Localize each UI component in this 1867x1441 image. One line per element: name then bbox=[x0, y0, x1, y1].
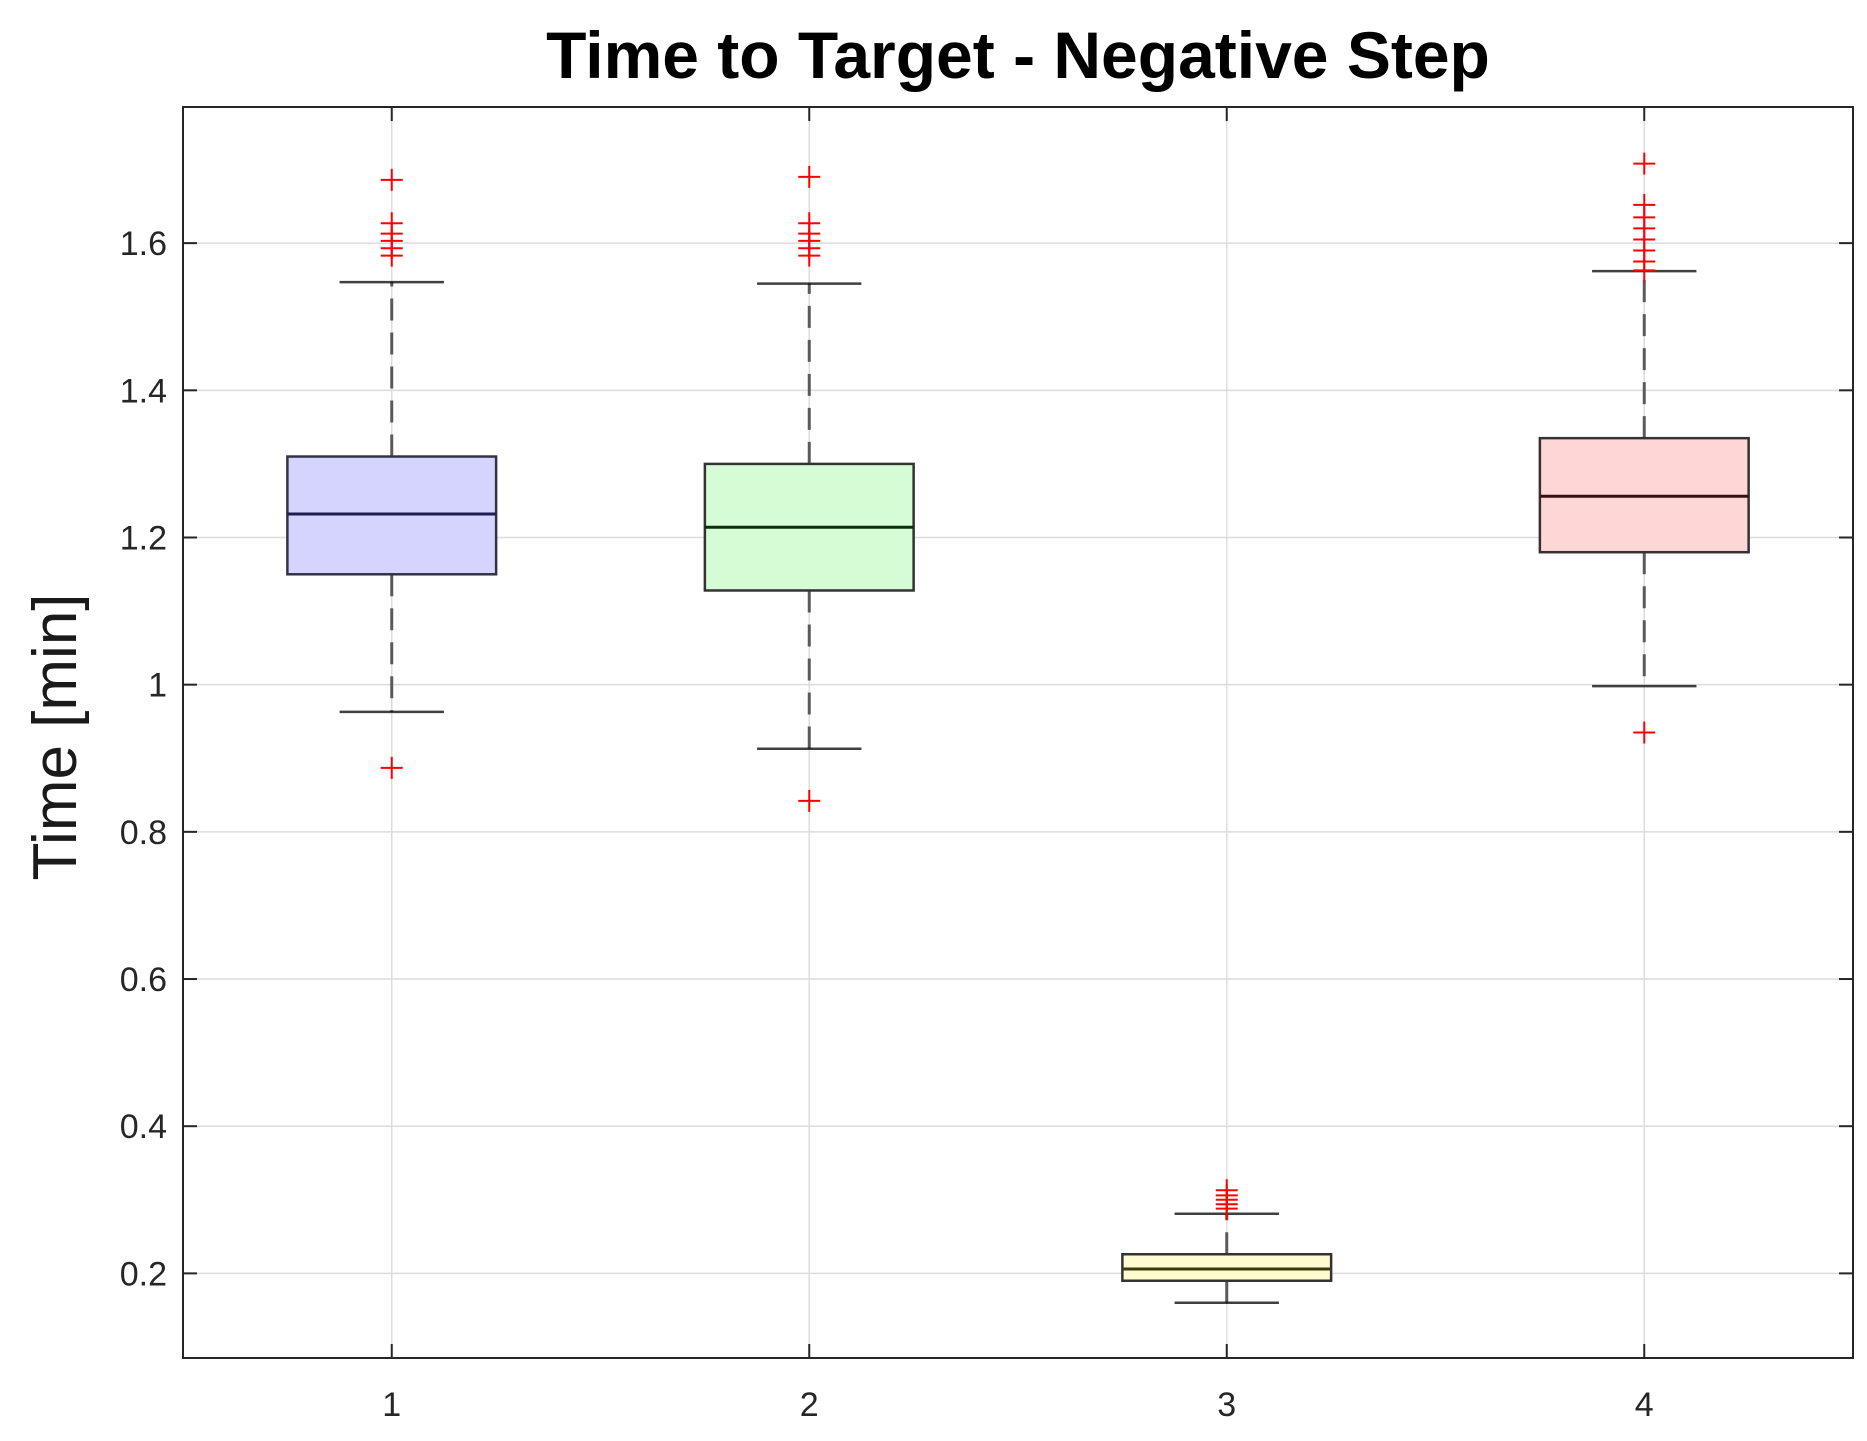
y-tick-label: 1 bbox=[148, 667, 167, 705]
outlier-point bbox=[798, 212, 821, 235]
outlier-point bbox=[1633, 721, 1656, 744]
box-group-1 bbox=[286, 168, 498, 779]
y-tick-label: 1.6 bbox=[120, 225, 167, 263]
y-tick-label: 0.2 bbox=[120, 1255, 167, 1293]
grid-lines bbox=[183, 107, 1853, 1358]
outlier-marker bbox=[798, 212, 821, 235]
x-tick-label: 4 bbox=[1635, 1386, 1654, 1424]
box-group-3 bbox=[1121, 1179, 1333, 1305]
outlier-point bbox=[380, 756, 403, 779]
box-group-2 bbox=[703, 165, 915, 812]
y-tick-label: 1.2 bbox=[120, 519, 167, 557]
outlier-marker bbox=[380, 168, 403, 191]
outlier-marker bbox=[1215, 1179, 1238, 1202]
y-tick-label: 0.8 bbox=[120, 814, 167, 852]
y-tick-label: 0.4 bbox=[120, 1108, 167, 1146]
x-tick-label: 2 bbox=[800, 1386, 819, 1424]
axes-frame bbox=[182, 106, 1854, 1359]
plot-marks bbox=[286, 152, 1750, 1305]
x-tick-label: 3 bbox=[1217, 1386, 1236, 1424]
outlier-marker bbox=[1633, 193, 1656, 216]
outlier-marker bbox=[798, 165, 821, 188]
axis-ticks: 0.2 0.4 0.6 0.8 1 1.2 1.4 1.6 1 2 3 4 bbox=[120, 107, 1853, 1424]
outlier-marker bbox=[798, 789, 821, 812]
x-tick-label: 1 bbox=[382, 1386, 401, 1424]
outlier-point bbox=[798, 789, 821, 812]
outlier-point bbox=[380, 212, 403, 235]
outlier-point bbox=[1215, 1179, 1238, 1202]
box-group-4 bbox=[1538, 152, 1750, 744]
outlier-point bbox=[1633, 193, 1656, 216]
outlier-marker bbox=[1633, 152, 1656, 175]
outlier-point bbox=[1633, 152, 1656, 175]
outlier-marker bbox=[380, 756, 403, 779]
y-tick-label: 0.6 bbox=[120, 961, 167, 999]
outlier-marker bbox=[380, 212, 403, 235]
outlier-point bbox=[380, 168, 403, 191]
y-axis-label: Time [min] bbox=[21, 593, 90, 880]
outlier-marker bbox=[1633, 721, 1656, 744]
outlier-point bbox=[798, 165, 821, 188]
chart-title: Time to Target - Negative Step bbox=[546, 18, 1490, 92]
y-tick-label: 1.4 bbox=[120, 372, 167, 410]
